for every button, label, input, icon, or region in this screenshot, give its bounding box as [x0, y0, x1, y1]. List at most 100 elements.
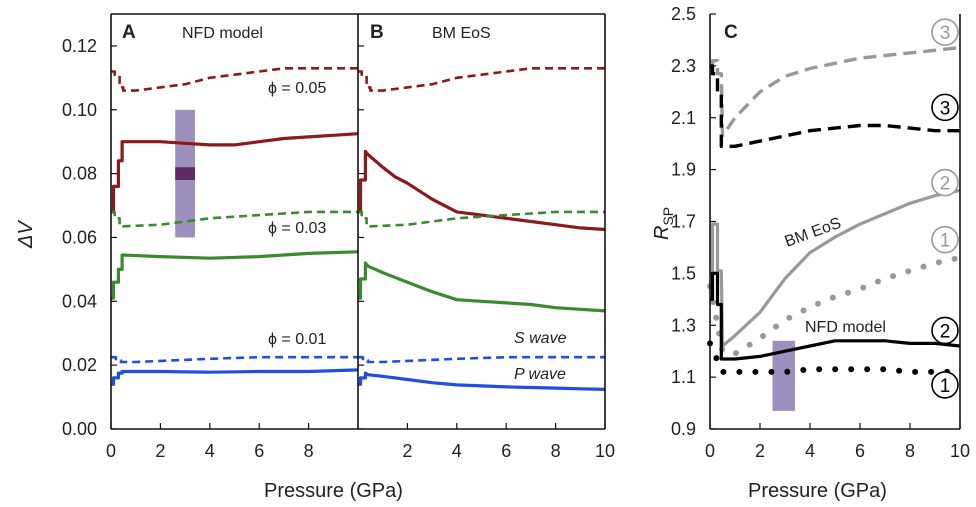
panel-c-series-3-dotted-dot	[733, 350, 739, 357]
panel-b-series-3-solid	[358, 261, 606, 313]
panel-a-y-tick-label: 0.08	[62, 164, 97, 184]
y-axis-title-right-main: R	[651, 226, 673, 240]
panel-c-y-tick-label: 1.7	[671, 212, 696, 232]
panel-c-series-3-dotted-dot	[905, 268, 912, 275]
panel-a-caption: NFD model	[182, 25, 263, 42]
panel-c-series-3-dotted-dot	[815, 300, 821, 307]
panel-c-series-0-dashed	[710, 46, 961, 138]
panel-a-y-tick-label: 0.06	[62, 227, 97, 247]
phi-005-label: ϕ = 0.05	[268, 80, 326, 97]
panel-c-y-tick-label: 1.5	[671, 263, 696, 283]
y-axis-title-left: ΔV	[15, 220, 37, 249]
panel-a-x-tick-label: 8	[304, 441, 314, 461]
panel-c-series-3-dotted-dot	[800, 307, 807, 314]
panel-b-caption: BM EoS	[432, 25, 491, 42]
panel-c-series-3-dotted-dot	[760, 333, 766, 339]
panel-c-x-tick-label: 8	[905, 441, 915, 461]
panel-c-circled-label-3-ring	[931, 225, 959, 254]
p-wave-label: P wave	[514, 366, 566, 383]
panel-c-series-1-dashed	[710, 64, 960, 148]
panel-c-circled-label-4-ring	[931, 316, 959, 345]
panel-a-x-tick-label: 4	[205, 441, 215, 461]
panel-c-x-tick-label: 0	[705, 441, 715, 461]
panel-c-series-3-dotted-dot	[713, 314, 720, 321]
shaded-bands	[175, 109, 795, 411]
panel-b-series-1-solid	[358, 149, 606, 232]
text-labels: A NFD model B BM EoS C ϕ = 0.05 ϕ = 0.03…	[15, 4, 970, 502]
panel-c-y-tick-label: 2.3	[671, 56, 696, 76]
panel-c-circled-label-3: 1	[940, 231, 951, 252]
panel-c-x-tick-label: 4	[805, 441, 815, 461]
panel-c-y-tick-label: 2.5	[671, 4, 696, 24]
panel-c-series-5-dotted-dot	[832, 366, 839, 373]
panel-c-series-5-dotted-dot	[713, 355, 720, 362]
panel-a-y-tick-label: 0.00	[62, 419, 97, 439]
panel-c-y-tick-label: 1.1	[671, 367, 696, 387]
panel-c-series-3-dotted-dot	[786, 314, 793, 321]
panel-c-series-3-dotted-dot	[845, 289, 851, 296]
panel-b-x-tick-label: 2	[402, 441, 412, 461]
panel-a-x-tick-label: 6	[254, 441, 264, 461]
panel-c-circled-label-1: 3	[940, 98, 951, 119]
panel-b-x-tick-label: 8	[551, 441, 561, 461]
panel-c-series-5-dotted	[707, 340, 951, 375]
panel-c-circled-label-0-ring	[931, 18, 959, 46]
s-wave-label: S wave	[514, 330, 567, 347]
x-axis-title-right: Pressure (GPa)	[748, 480, 887, 502]
panel-c-series-3-dotted-dot	[951, 255, 958, 262]
panel-a-series-4-dashed	[111, 355, 358, 364]
axes	[110, 13, 961, 430]
panel-b-series-0-dashed	[358, 67, 605, 92]
panel-c-series-5-dotted-dot	[848, 366, 855, 373]
panel-c-series-3-dotted-dot	[875, 278, 881, 285]
panel-c-series-5-dotted-dot	[816, 366, 823, 373]
panel-b-letter: B	[370, 22, 384, 43]
panel-c-circled-label-1-ring	[931, 93, 959, 122]
panel-c-x-tick-label: 10	[950, 441, 970, 461]
panel-c-circled-label-4: 2	[940, 321, 951, 342]
panel-c-circled-label-5-ring	[931, 371, 959, 399]
panel-c-letter: C	[724, 22, 738, 43]
panel-a-series-5-solid	[111, 368, 359, 386]
panel-a-x-tick-label: 0	[106, 441, 116, 461]
panel-c-series-5-dotted-dot	[800, 367, 807, 373]
panel-c-y-tick-label: 1.9	[671, 160, 696, 180]
panel-c-series-3-dotted-dot	[773, 323, 779, 330]
panel-c-series-5-dotted-dot	[736, 368, 743, 375]
phi-003-label: ϕ = 0.03	[268, 220, 326, 237]
panel-c-series-3-dotted-dot	[746, 341, 753, 348]
panel-b-series-2-dashed	[358, 210, 605, 228]
panel-c-series-5-dotted-dot	[720, 368, 727, 375]
panel-c-series-5-dotted-dot	[912, 368, 919, 375]
panel-a-series-2-dashed	[111, 210, 358, 228]
panel-a-y-tick-label: 0.12	[62, 36, 97, 56]
panel-c-x-tick-label: 6	[855, 441, 865, 461]
panel-b-series-5-solid	[358, 371, 606, 391]
panel-b-series-4-dashed	[358, 355, 605, 364]
panel-c-series-5-dotted-dot	[864, 366, 871, 373]
panel-c-shaded-band	[772, 340, 795, 411]
panel-c-circled-label-5: 1	[940, 376, 951, 397]
panel-a-series-0-dashed	[111, 67, 358, 92]
panel-b-x-tick-label: 4	[452, 441, 462, 461]
panel-a-series-3-solid	[111, 250, 359, 300]
y-axis-title-right: RSP	[651, 207, 676, 240]
panel-c-circled-label-0: 3	[940, 23, 951, 44]
panel-c-y-tick-label: 1.3	[671, 315, 696, 335]
x-axis-title-left: Pressure (GPa)	[264, 480, 403, 502]
panel-c-y-tick-label: 0.9	[671, 419, 696, 439]
phi-001-label: ϕ = 0.01	[268, 331, 326, 348]
panel-c-series-2-solid	[710, 188, 961, 348]
panel-c-series-5-dotted-dot	[768, 368, 775, 375]
panel-c-y-tick-label: 2.1	[671, 108, 696, 128]
y-axis-title-right-sub: SP	[660, 207, 676, 226]
panel-c-series-5-dotted-dot	[880, 366, 887, 373]
panel-b-x-tick-label: 10	[595, 441, 615, 461]
panel-c-series-5-dotted-dot	[896, 367, 903, 374]
panel-c-series-3-dotted-dot	[860, 284, 867, 291]
panel-a-x-tick-label: 2	[155, 441, 165, 461]
panel-c-x-tick-label: 2	[755, 441, 765, 461]
panel-c-series-3-dotted-dot	[829, 294, 836, 301]
panel-a-letter: A	[122, 22, 136, 43]
